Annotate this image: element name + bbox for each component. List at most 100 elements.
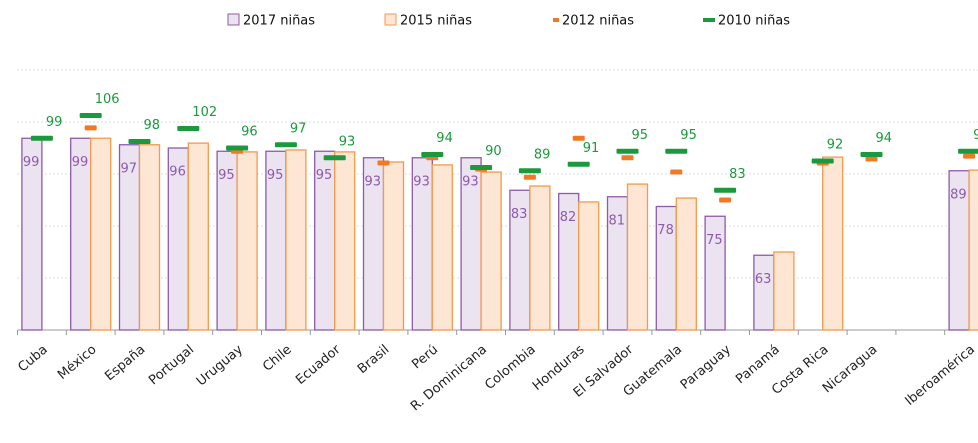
data-label: 91	[583, 141, 600, 156]
bar	[334, 151, 356, 331]
marker	[572, 135, 585, 141]
data-label: 102	[192, 105, 217, 120]
data-label: 97	[121, 161, 138, 176]
marker	[323, 155, 346, 161]
legend-label: 2010 niñas	[718, 14, 790, 29]
marker	[670, 169, 683, 175]
x-tick-label: Cuba	[15, 342, 50, 375]
data-label: 95	[632, 128, 649, 143]
data-label: 90	[485, 144, 502, 159]
legend-swatch	[703, 18, 715, 22]
marker	[523, 174, 536, 180]
data-label: 82	[560, 210, 577, 225]
x-tick-label: Brasil	[355, 342, 392, 377]
marker	[567, 161, 590, 167]
legend-label: 2017 niñas	[243, 14, 315, 29]
data-label: 99	[72, 155, 89, 170]
data-label: 81	[609, 213, 626, 228]
x-tick-label: Ecuador	[293, 342, 344, 388]
data-label: 93	[413, 174, 430, 189]
x-tick-label: Portugal	[146, 342, 197, 388]
data-label: 93	[365, 174, 382, 189]
data-label: 96	[169, 165, 186, 180]
data-label: 106	[95, 92, 120, 107]
data-label: 99	[23, 155, 40, 170]
x-tick-label: Colombia	[482, 342, 538, 393]
bar	[529, 185, 551, 331]
data-label: 89	[534, 147, 551, 162]
legend-swatch	[553, 18, 559, 22]
marker	[274, 142, 297, 148]
bar	[578, 201, 600, 331]
marker	[518, 168, 541, 174]
x-tick-label: Nicaragua	[820, 342, 880, 396]
marker	[226, 145, 249, 151]
data-label: 95	[316, 168, 333, 183]
data-label: 95	[218, 168, 235, 183]
marker	[30, 135, 53, 141]
data-label: 99	[46, 115, 63, 130]
data-label: 94	[876, 131, 893, 146]
legend-label: 2012 niñas	[562, 14, 634, 29]
data-label: 75	[706, 233, 723, 248]
bar	[704, 215, 726, 331]
marker	[811, 158, 834, 164]
bar	[236, 151, 258, 331]
legend-swatch	[384, 13, 397, 26]
marker	[714, 187, 737, 193]
marker	[958, 148, 978, 154]
marker	[616, 148, 639, 154]
data-label: 93	[339, 134, 356, 149]
x-tick-label: Iberoamérica	[903, 342, 978, 409]
bar	[187, 142, 209, 331]
x-tick-label: México	[55, 342, 99, 383]
marker	[421, 152, 444, 157]
marker	[84, 125, 97, 131]
marker	[865, 156, 878, 162]
marker	[128, 139, 151, 144]
bar	[753, 254, 775, 331]
bar	[626, 183, 649, 331]
marker	[963, 153, 976, 159]
bar	[285, 149, 307, 331]
marker	[860, 152, 883, 157]
data-label: 92	[827, 138, 844, 153]
marker	[719, 197, 732, 203]
marker	[665, 148, 688, 154]
bar	[480, 171, 502, 331]
marker	[470, 165, 493, 170]
data-label: 83	[729, 167, 746, 182]
x-tick-label: Paraguay	[678, 342, 734, 393]
bar	[675, 197, 697, 331]
bar	[431, 164, 453, 331]
data-label: 97	[290, 121, 307, 136]
bar	[822, 156, 844, 331]
data-label: 98	[144, 118, 161, 133]
data-label: 94	[436, 131, 453, 146]
data-label: 95	[973, 128, 978, 143]
marker	[377, 160, 390, 166]
marker	[79, 113, 102, 118]
x-tick-label: Uruguay	[194, 342, 246, 389]
x-tick-label: Perú	[409, 342, 441, 372]
bar	[773, 251, 795, 331]
data-label: 63	[755, 272, 772, 287]
x-tick-label: España	[102, 342, 148, 384]
bar	[90, 137, 112, 331]
bar	[968, 169, 978, 331]
x-tick-label: Chile	[260, 342, 295, 374]
data-label: 78	[657, 223, 674, 238]
legend-label: 2015 niñas	[400, 14, 472, 29]
data-label: 95	[267, 168, 284, 183]
data-label: 93	[462, 174, 479, 189]
legend-swatch	[227, 13, 240, 26]
data-label: 96	[241, 125, 258, 140]
marker	[177, 126, 200, 131]
data-label: 89	[950, 187, 967, 202]
bar	[382, 161, 405, 331]
marker	[621, 155, 634, 161]
data-label: 95	[680, 128, 697, 143]
data-label: 83	[511, 207, 528, 222]
bar	[138, 144, 161, 331]
